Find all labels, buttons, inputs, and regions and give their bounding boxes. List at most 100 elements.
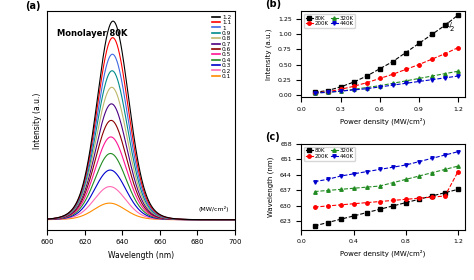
Line: 440K: 440K xyxy=(313,74,460,95)
200K xyxy=(377,77,383,80)
Text: (c): (c) xyxy=(265,132,280,142)
320K xyxy=(351,186,356,190)
80K xyxy=(390,204,396,208)
80K xyxy=(429,194,435,198)
80K xyxy=(351,80,356,84)
200K xyxy=(364,201,370,204)
200K xyxy=(403,68,409,71)
Text: (a): (a) xyxy=(25,1,40,11)
440K xyxy=(325,91,330,94)
80K xyxy=(403,201,409,204)
200K xyxy=(455,46,461,49)
200K xyxy=(312,206,318,209)
440K xyxy=(351,88,356,92)
80K xyxy=(455,13,461,17)
200K xyxy=(390,73,396,76)
440K xyxy=(403,163,409,167)
320K xyxy=(312,91,318,95)
320K xyxy=(455,164,461,168)
80K xyxy=(455,188,461,191)
320K xyxy=(312,190,318,193)
80K xyxy=(325,89,330,92)
X-axis label: Wavelength (nm): Wavelength (nm) xyxy=(108,251,174,260)
440K xyxy=(442,76,448,80)
440K xyxy=(390,83,396,87)
80K xyxy=(442,191,448,194)
Y-axis label: Wavelength (nm): Wavelength (nm) xyxy=(268,157,274,217)
Line: 80K: 80K xyxy=(313,13,460,94)
440K xyxy=(377,168,383,171)
440K xyxy=(416,160,422,163)
Text: (MW/cm²): (MW/cm²) xyxy=(199,206,229,212)
320K xyxy=(429,171,435,174)
Line: 320K: 320K xyxy=(313,69,460,95)
X-axis label: Power density (MW/cm²): Power density (MW/cm²) xyxy=(340,250,426,257)
320K xyxy=(351,88,356,91)
80K xyxy=(364,74,370,78)
Line: 80K: 80K xyxy=(313,188,460,228)
440K xyxy=(455,150,461,153)
320K xyxy=(442,168,448,171)
440K xyxy=(312,91,318,95)
200K xyxy=(416,63,422,66)
200K xyxy=(351,85,356,88)
440K xyxy=(390,165,396,169)
320K xyxy=(390,181,396,185)
80K xyxy=(416,42,422,45)
440K xyxy=(403,81,409,85)
200K xyxy=(442,194,448,198)
200K xyxy=(429,57,435,61)
200K xyxy=(338,88,344,91)
440K xyxy=(429,78,435,81)
320K xyxy=(364,185,370,189)
320K xyxy=(338,188,344,191)
80K xyxy=(338,218,344,221)
440K xyxy=(364,170,370,173)
Text: Monolayer 80K: Monolayer 80K xyxy=(57,29,127,38)
320K xyxy=(403,178,409,181)
Legend: 1.2, 1.1, 1, 0.9, 0.8, 0.7, 0.6, 0.5, 0.4, 0.3, 0.2, 0.1: 1.2, 1.1, 1, 0.9, 0.8, 0.7, 0.6, 0.5, 0.… xyxy=(211,14,232,80)
200K xyxy=(377,200,383,203)
80K xyxy=(325,221,330,224)
200K xyxy=(429,195,435,199)
200K xyxy=(338,203,344,207)
320K xyxy=(429,74,435,78)
80K xyxy=(442,24,448,27)
440K xyxy=(364,87,370,90)
200K xyxy=(403,198,409,201)
320K xyxy=(377,84,383,87)
80K xyxy=(364,211,370,214)
200K xyxy=(390,199,396,202)
80K xyxy=(403,51,409,54)
Text: 1/: 1/ xyxy=(445,22,452,28)
X-axis label: Power density (MW/cm²): Power density (MW/cm²) xyxy=(340,117,426,125)
320K xyxy=(403,79,409,83)
440K xyxy=(325,178,330,181)
200K xyxy=(351,202,356,206)
Y-axis label: Intensity (a.u.): Intensity (a.u.) xyxy=(266,28,273,80)
440K xyxy=(429,157,435,160)
320K xyxy=(377,184,383,188)
200K xyxy=(325,90,330,94)
80K xyxy=(312,224,318,228)
80K xyxy=(416,198,422,201)
Legend: 80K, 200K, 320K, 440K: 80K, 200K, 320K, 440K xyxy=(304,14,355,28)
200K xyxy=(312,91,318,95)
440K xyxy=(338,174,344,178)
320K xyxy=(416,174,422,178)
Legend: 80K, 200K, 320K, 440K: 80K, 200K, 320K, 440K xyxy=(304,147,355,161)
440K xyxy=(377,85,383,88)
80K xyxy=(377,67,383,71)
320K xyxy=(390,81,396,85)
320K xyxy=(416,77,422,80)
440K xyxy=(416,80,422,83)
320K xyxy=(338,90,344,93)
Line: 200K: 200K xyxy=(313,46,460,95)
440K xyxy=(338,90,344,93)
80K xyxy=(312,91,318,94)
320K xyxy=(364,86,370,89)
440K xyxy=(442,153,448,157)
80K xyxy=(390,60,396,63)
200K xyxy=(455,170,461,173)
Y-axis label: Intensity (a.u.): Intensity (a.u.) xyxy=(33,92,42,149)
